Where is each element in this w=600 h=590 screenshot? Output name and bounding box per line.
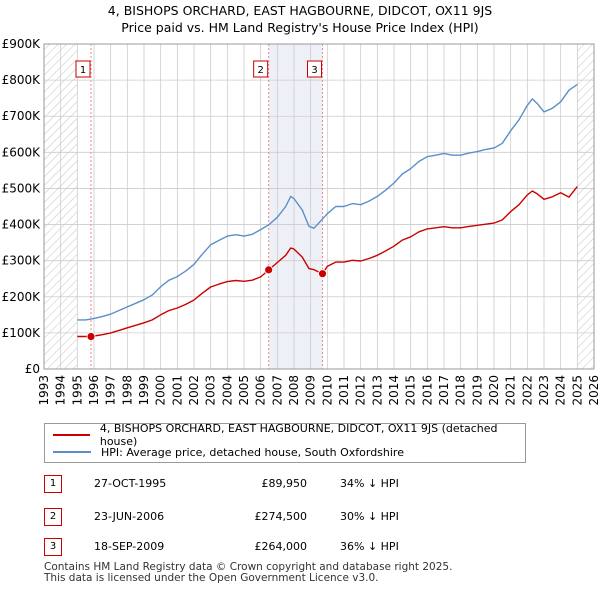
sale-marker-label: 3 [311, 65, 317, 76]
transaction-price: £274,500 [254, 510, 308, 523]
x-tick-label: 2001 [170, 375, 184, 406]
legend-swatch-hpi [53, 451, 91, 453]
transaction-date: 18-SEP-2009 [94, 540, 165, 553]
x-tick-label: 2009 [304, 375, 318, 406]
legend-swatch-property [53, 434, 90, 436]
x-tick-label: 2020 [487, 375, 501, 406]
x-tick-label: 2005 [237, 375, 251, 406]
y-tick-label: £900K [2, 37, 42, 51]
x-tick-label: 2008 [287, 375, 301, 406]
x-tick-label: 2011 [337, 375, 351, 406]
plot-border [43, 43, 595, 370]
price-chart: £0 £100K £200K £300K £400K £500K £600K £700K £80… [2, 37, 600, 406]
x-tick-label: 1993 [37, 375, 51, 406]
footer-license: This data is licensed under the Open Gov… [44, 572, 379, 584]
transaction-hpi-diff: 36% ↓ HPI [340, 540, 399, 553]
chart-legend: 4, BISHOPS ORCHARD, EAST HAGBOURNE, DIDC… [44, 422, 526, 463]
hpi-line [77, 83, 578, 321]
transaction-hpi-diff: 34% ↓ HPI [340, 477, 399, 490]
sale-point [86, 332, 96, 341]
x-tick-label: 1998 [120, 375, 134, 406]
x-tick-label: 2023 [537, 375, 551, 406]
sale-marker-label: 2 [257, 65, 263, 76]
x-tick-label: 1994 [54, 375, 68, 406]
x-tick-label: 2026 [587, 375, 600, 406]
x-tick-label: 1999 [137, 375, 151, 406]
transaction-price: £264,000 [254, 540, 308, 553]
table-row: 1 27-OCT-1995 £89,950 34% ↓ HPI [44, 475, 444, 495]
x-tick-label: 2025 [570, 375, 584, 406]
transaction-hpi-diff: 30% ↓ HPI [340, 510, 399, 523]
hatched-region [577, 44, 594, 369]
x-tick-label: 2019 [470, 375, 484, 406]
sale-point [264, 265, 274, 275]
y-tick-label: £300K [2, 254, 42, 268]
sale-point [318, 269, 327, 279]
x-tick-label: 2015 [404, 375, 418, 406]
x-tick-label: 2014 [387, 375, 401, 406]
title-address: 4, BISHOPS ORCHARD, EAST HAGBOURNE, DIDC… [107, 3, 493, 18]
sale-marker-box [75, 60, 91, 78]
x-tick-label: 2007 [270, 375, 284, 406]
sale-marker-box [253, 60, 269, 78]
x-tick-label: 1995 [70, 375, 84, 406]
x-tick-label: 2010 [320, 375, 334, 406]
chart-title: 4, BISHOPS ORCHARD, EAST HAGBOURNE, DIDC… [0, 2, 600, 36]
legend-label-property: 4, BISHOPS ORCHARD, EAST HAGBOURNE, DIDC… [99, 422, 498, 448]
x-tick-label: 2012 [354, 375, 368, 406]
transaction-date: 27-OCT-1995 [94, 477, 167, 490]
legend-item-property: 4, BISHOPS ORCHARD, EAST HAGBOURNE, DIDC… [53, 422, 525, 448]
transaction-date: 23-JUN-2006 [94, 510, 165, 523]
x-tick-label: 2024 [554, 375, 568, 406]
sale-marker-label: 1 [80, 65, 86, 76]
legend-item-hpi: HPI: Average price, detached house, Sout… [53, 444, 404, 460]
table-row: 2 23-JUN-2006 £274,500 30% ↓ HPI [44, 508, 444, 528]
sale-marker-box [307, 60, 322, 78]
x-tick-label: 2002 [187, 375, 201, 406]
x-tick-label: 1996 [87, 375, 101, 406]
y-tick-label: £800K [2, 73, 42, 87]
x-tick-label: 2004 [220, 375, 234, 406]
x-tick-label: 2016 [420, 375, 434, 406]
x-tick-label: 2021 [504, 375, 518, 406]
legend-label-hpi: HPI: Average price, detached house, Sout… [101, 445, 404, 459]
shaded-period [268, 44, 323, 369]
footer-copyright: Contains HM Land Registry data © Crown c… [44, 561, 453, 573]
y-tick-label: £500K [2, 181, 42, 195]
y-tick-label: £400K [2, 218, 42, 232]
transaction-price: £89,950 [261, 477, 308, 490]
x-tick-label: 2018 [454, 375, 468, 406]
transaction-number: 1 [44, 475, 62, 493]
attribution-footer: Contains HM Land Registry data © Crown c… [44, 562, 452, 584]
y-tick-label: £700K [2, 109, 42, 123]
x-tick-label: 2017 [437, 375, 451, 406]
x-tick-label: 1997 [104, 375, 118, 406]
title-subtitle: Price paid vs. HM Land Registry's House … [121, 20, 479, 35]
y-tick-label: £200K [2, 290, 42, 304]
transaction-number: 3 [44, 538, 62, 556]
x-tick-label: 2000 [154, 375, 168, 406]
x-tick-label: 2003 [204, 375, 218, 406]
y-tick-label: £600K [2, 145, 42, 159]
table-row: 3 18-SEP-2009 £264,000 36% ↓ HPI [44, 538, 444, 558]
y-tick-label: £100K [2, 326, 42, 340]
transaction-number: 2 [44, 508, 62, 526]
x-tick-label: 2013 [370, 375, 384, 406]
x-tick-label: 2022 [520, 375, 534, 406]
x-tick-label: 2006 [254, 375, 268, 406]
property-price-line [77, 186, 578, 338]
y-tick-label: £0 [25, 362, 40, 376]
